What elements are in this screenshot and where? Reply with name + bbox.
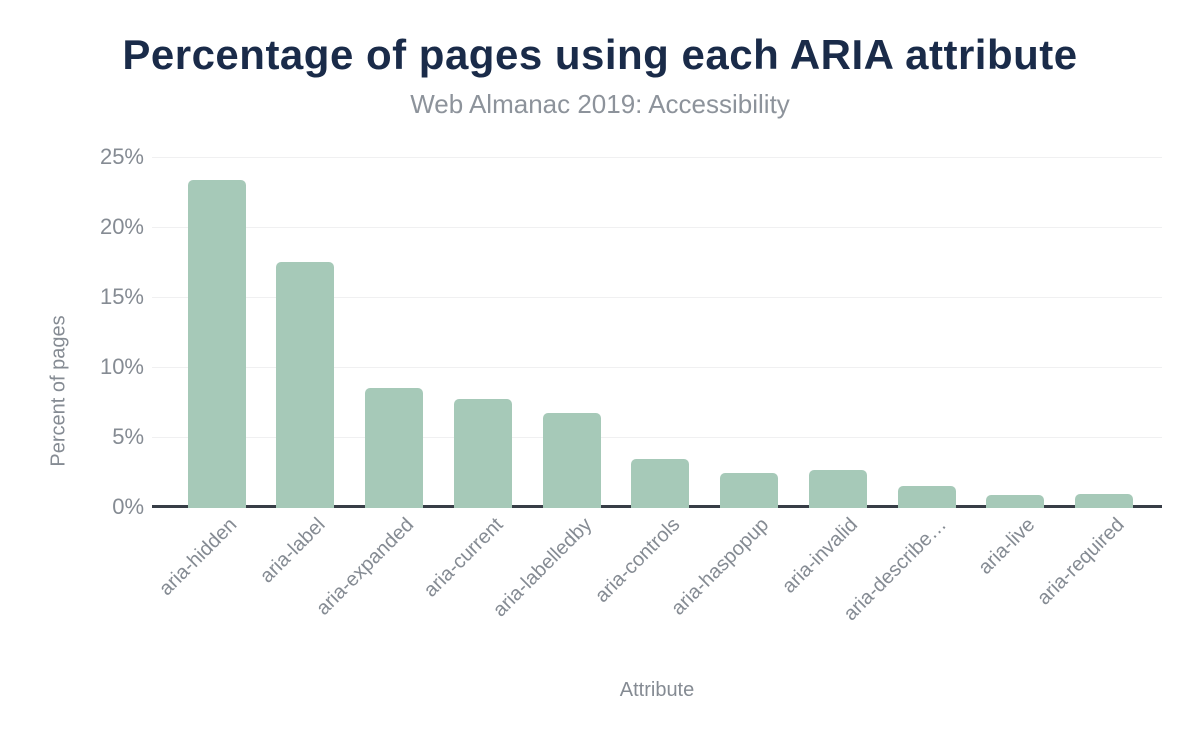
bar-aria-required <box>1075 494 1134 508</box>
gridline-15 <box>152 296 1162 298</box>
y-tick-label-5: 5% <box>112 424 144 449</box>
gridline-5 <box>152 436 1162 438</box>
y-tick-label-25: 25% <box>99 144 144 169</box>
x-tick-label-aria-current: aria-current <box>419 513 508 602</box>
x-tick-label-aria-invalid: aria-invalid <box>778 513 863 598</box>
gridline-20 <box>152 226 1162 228</box>
y-tick-label-15: 15% <box>99 284 144 309</box>
bar-aria-live <box>986 495 1045 508</box>
x-tick-label-aria-label: aria-label <box>255 513 330 588</box>
chart-title: Percentage of pages using each ARIA attr… <box>122 31 1078 78</box>
bar-aria-haspopup <box>720 473 779 508</box>
x-tick-label-aria-controls: aria-controls <box>591 513 685 608</box>
gridline-25 <box>152 156 1162 158</box>
bar-aria-labelledby <box>542 412 601 508</box>
bar-aria-describe <box>897 485 956 508</box>
bar-aria-hidden <box>187 180 246 508</box>
gridline-10 <box>152 366 1162 368</box>
chart-subtitle: Web Almanac 2019: Accessibility <box>410 89 790 119</box>
bar-aria-controls <box>631 459 690 508</box>
x-tick-label-aria-hidden: aria-hidden <box>154 513 241 601</box>
y-tick-label-0: 0% <box>112 494 144 519</box>
bar-aria-invalid <box>808 470 867 508</box>
y-tick-label-10: 10% <box>99 354 144 379</box>
bar-aria-expanded <box>365 387 424 508</box>
y-axis-title: Percent of pages <box>47 315 70 467</box>
x-tick-label-aria-required: aria-required <box>1032 513 1129 610</box>
x-tick-label-aria-live: aria-live <box>974 513 1040 579</box>
bar-aria-label <box>276 261 335 508</box>
bar-aria-current <box>453 398 512 508</box>
x-axis-title: Attribute <box>619 679 695 701</box>
y-tick-label-20: 20% <box>99 214 144 239</box>
